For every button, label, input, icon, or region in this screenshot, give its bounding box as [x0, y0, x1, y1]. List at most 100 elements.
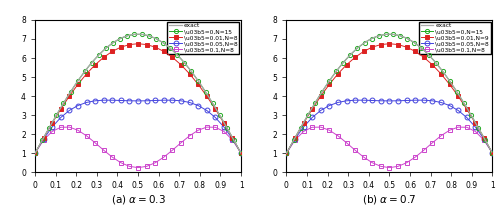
\u03b5=0,N=15 — [454, 91, 460, 93]
\u03b5=0.01,N=8 — [238, 152, 244, 155]
\u03b5=0,N=15 — [426, 53, 432, 56]
\u03b5=0.01,N=8 — [212, 108, 218, 110]
\u03b5=0.1,N=8 — [395, 165, 401, 168]
\u03b5=0,N=15 — [418, 47, 424, 49]
\u03b5=0.01,N=8 — [84, 72, 89, 75]
\u03b5=0.1,N=8 — [40, 139, 46, 141]
\u03b5=0.01,N=8 — [92, 63, 98, 66]
\u03b5=0.01,N=8 — [49, 122, 55, 124]
\u03b5=0,N=15 — [196, 80, 202, 83]
\u03b5=0.01,N=8 — [135, 42, 141, 45]
\u03b5=0.05,N=8 — [204, 109, 210, 112]
\u03b5=0.01,N=8 — [75, 83, 81, 86]
\u03b5=0.1,N=8 — [404, 161, 409, 164]
exact — [238, 152, 244, 155]
\u03b5=0,N=15 — [68, 91, 73, 93]
\u03b5=0.01,N=9 — [326, 83, 332, 86]
\u03b5=0.01,N=9 — [464, 108, 469, 110]
\u03b5=0.05,N=8 — [144, 99, 150, 102]
\u03b5=0,N=15 — [153, 37, 159, 40]
\u03b5=0.1,N=8 — [318, 126, 324, 128]
exact — [159, 41, 165, 43]
\u03b5=0.1,N=8 — [195, 129, 201, 131]
\u03b5=0,N=15 — [404, 37, 410, 40]
\u03b5=0.1,N=8 — [284, 152, 290, 155]
\u03b5=0,N=15 — [333, 70, 339, 73]
\u03b5=0,N=15 — [432, 61, 438, 64]
\u03b5=0,N=15 — [202, 91, 208, 93]
\u03b5=0.05,N=8 — [386, 100, 392, 102]
\u03b5=0,N=15 — [397, 34, 403, 37]
\u03b5=0.01,N=8 — [118, 46, 124, 48]
\u03b5=0.01,N=9 — [370, 46, 376, 48]
\u03b5=0.01,N=9 — [318, 95, 324, 97]
\u03b5=0.1,N=8 — [464, 126, 469, 129]
\u03b5=0.1,N=8 — [352, 149, 358, 152]
\u03b5=0.01,N=9 — [284, 152, 290, 155]
\u03b5=0.05,N=8 — [161, 99, 167, 101]
Line: exact: exact — [286, 34, 492, 153]
\u03b5=0.05,N=8 — [464, 116, 469, 119]
\u03b5=0.05,N=8 — [481, 138, 487, 140]
\u03b5=0.01,N=8 — [221, 122, 227, 124]
\u03b5=0,N=15 — [132, 33, 138, 36]
\u03b5=0,N=15 — [440, 70, 446, 73]
\u03b5=0.1,N=8 — [335, 134, 341, 137]
\u03b5=0.01,N=9 — [472, 122, 478, 124]
\u03b5=0.05,N=8 — [455, 109, 461, 112]
\u03b5=0.1,N=8 — [309, 126, 315, 129]
\u03b5=0.05,N=8 — [404, 99, 409, 102]
Line: \u03b5=0.1,N=8: \u03b5=0.1,N=8 — [284, 125, 495, 170]
\u03b5=0,N=15 — [46, 126, 52, 129]
\u03b5=0,N=15 — [468, 114, 474, 117]
\u03b5=0.1,N=8 — [430, 141, 436, 144]
\u03b5=0,N=15 — [174, 53, 180, 56]
\u03b5=0.05,N=8 — [126, 99, 132, 102]
\u03b5=0.05,N=8 — [378, 99, 384, 102]
\u03b5=0.1,N=8 — [490, 152, 496, 155]
\u03b5=0.05,N=8 — [284, 152, 290, 155]
\u03b5=0.01,N=8 — [204, 95, 210, 97]
\u03b5=0,N=15 — [354, 47, 360, 49]
\u03b5=0.01,N=9 — [300, 122, 306, 124]
Line: \u03b5=0.05,N=8: \u03b5=0.05,N=8 — [32, 98, 244, 156]
\u03b5=0.1,N=8 — [92, 141, 98, 144]
\u03b5=0.1,N=8 — [370, 161, 376, 164]
\u03b5=0.05,N=8 — [58, 116, 64, 119]
\u03b5=0,N=15 — [188, 70, 194, 73]
\u03b5=0,N=15 — [96, 53, 102, 56]
exact — [284, 151, 290, 153]
\u03b5=0,N=15 — [312, 102, 318, 105]
\u03b5=0.05,N=8 — [446, 104, 452, 107]
\u03b5=0.01,N=9 — [360, 50, 366, 53]
\u03b5=0,N=15 — [60, 102, 66, 105]
\u03b5=0.05,N=8 — [326, 104, 332, 107]
\u03b5=0.1,N=8 — [186, 134, 192, 137]
exact — [32, 152, 38, 155]
Line: \u03b5=0.1,N=8: \u03b5=0.1,N=8 — [32, 125, 244, 170]
\u03b5=0,N=15 — [348, 53, 354, 56]
\u03b5=0.1,N=8 — [66, 126, 72, 128]
\u03b5=0.01,N=9 — [395, 43, 401, 46]
\u03b5=0,N=15 — [304, 114, 310, 117]
\u03b5=0,N=15 — [32, 152, 38, 155]
exact — [206, 97, 212, 99]
\u03b5=0.01,N=8 — [178, 63, 184, 66]
\u03b5=0.01,N=8 — [58, 108, 64, 110]
\u03b5=0.05,N=8 — [430, 99, 436, 102]
\u03b5=0,N=15 — [362, 41, 368, 44]
\u03b5=0.05,N=8 — [221, 126, 227, 128]
\u03b5=0.05,N=8 — [100, 99, 106, 101]
\u03b5=0.1,N=8 — [360, 156, 366, 158]
\u03b5=0.1,N=8 — [58, 126, 64, 129]
\u03b5=0.05,N=8 — [186, 101, 192, 104]
exact — [407, 38, 413, 41]
\u03b5=0.1,N=8 — [118, 161, 124, 164]
\u03b5=0.01,N=8 — [144, 43, 150, 46]
\u03b5=0.05,N=8 — [335, 101, 341, 104]
\u03b5=0.1,N=8 — [170, 149, 175, 152]
exact — [134, 33, 140, 36]
\u03b5=0.01,N=9 — [490, 152, 496, 155]
\u03b5=0.05,N=8 — [49, 126, 55, 128]
\u03b5=0,N=15 — [160, 41, 166, 44]
